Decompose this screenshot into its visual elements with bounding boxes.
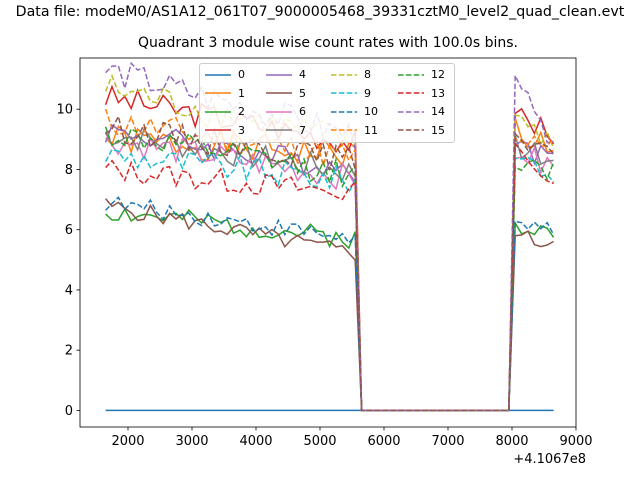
legend-item-4: 4: [266, 66, 306, 83]
x-tick-label-2000: 2000: [111, 434, 144, 449]
legend-swatch-10: [331, 110, 357, 113]
y-tick-label-0: 0: [65, 404, 73, 419]
legend-item-9: 9: [331, 85, 371, 102]
x-tick-label-7000: 7000: [431, 434, 464, 449]
legend-label-1: 1: [238, 86, 245, 100]
x-tick-label-4000: 4000: [239, 434, 272, 449]
legend-label-8: 8: [364, 68, 371, 81]
series-line-2: [105, 207, 555, 412]
x-tick-label-5000: 5000: [303, 434, 336, 449]
y-tick-label-2: 2: [65, 344, 73, 359]
y-tick-label-8: 8: [65, 163, 73, 178]
legend-swatch-12: [398, 73, 424, 76]
legend-swatch-4: [266, 73, 292, 76]
legend-swatch-5: [266, 92, 292, 94]
x-tick-label-8000: 8000: [495, 434, 528, 449]
legend-label-13: 13: [431, 86, 445, 100]
legend-item-7: 7: [266, 122, 306, 139]
series-line-13: [105, 141, 554, 412]
legend-item-8: 8: [331, 66, 371, 83]
legend-label-15: 15: [431, 123, 445, 137]
legend-label-6: 6: [299, 105, 306, 118]
x-tick-label-9000: 9000: [559, 434, 592, 449]
series-line-7: [104, 127, 554, 412]
legend-item-14: 14: [398, 103, 445, 120]
legend-swatch-0: [205, 73, 231, 76]
series-line-5: [105, 198, 554, 412]
series-line-9: [104, 148, 555, 412]
legend-item-13: 13: [398, 85, 445, 102]
legend-item-10: 10: [331, 103, 378, 120]
y-tick-label-6: 6: [65, 223, 73, 238]
y-tick-label-4: 4: [65, 283, 73, 298]
figure-supertitle: Data file: modeM0/AS1A12_061T07_90000054…: [15, 4, 625, 20]
legend-item-6: 6: [266, 103, 306, 120]
legend-swatch-11: [331, 129, 357, 131]
plot-frame: [79, 57, 577, 428]
legend: 0 1 2 3 4 5 6 7 8 9 10 11 12 13 14 15: [199, 63, 455, 143]
legend-label-3: 3: [238, 123, 245, 137]
x-axis-offset-label: +4.1067e8: [513, 452, 586, 467]
legend-swatch-8: [331, 73, 357, 76]
legend-label-0: 0: [238, 68, 245, 81]
x-tick-label-6000: 6000: [367, 434, 400, 449]
legend-swatch-6: [266, 110, 292, 113]
chart-title: Quadrant 3 module wise count rates with …: [138, 35, 518, 51]
legend-item-2: 2: [205, 103, 245, 120]
legend-label-2: 2: [238, 105, 245, 118]
series-line-10: [105, 196, 555, 412]
x-tick-label-3000: 3000: [175, 434, 208, 449]
legend-swatch-7: [266, 129, 292, 131]
legend-swatch-3: [205, 129, 231, 131]
legend-label-4: 4: [299, 68, 306, 81]
legend-label-11: 11: [364, 123, 378, 137]
legend-item-3: 3: [205, 122, 245, 139]
y-tick-label-10: 10: [56, 103, 73, 118]
legend-swatch-14: [398, 110, 424, 113]
legend-item-1: 1: [205, 85, 245, 102]
legend-item-12: 12: [398, 66, 445, 83]
legend-item-0: 0: [205, 66, 245, 83]
legend-item-15: 15: [398, 122, 445, 139]
legend-label-14: 14: [431, 105, 445, 118]
legend-swatch-13: [398, 92, 424, 94]
legend-swatch-9: [331, 92, 357, 94]
legend-swatch-2: [205, 110, 231, 113]
legend-label-12: 12: [431, 68, 445, 81]
legend-label-5: 5: [299, 86, 306, 100]
legend-swatch-1: [205, 92, 231, 94]
legend-swatch-15: [398, 129, 424, 131]
legend-label-9: 9: [364, 86, 371, 100]
series-line-15: [105, 114, 555, 412]
legend-item-5: 5: [266, 85, 306, 102]
legend-item-11: 11: [331, 122, 378, 139]
legend-label-10: 10: [364, 105, 378, 118]
legend-label-7: 7: [299, 123, 306, 137]
